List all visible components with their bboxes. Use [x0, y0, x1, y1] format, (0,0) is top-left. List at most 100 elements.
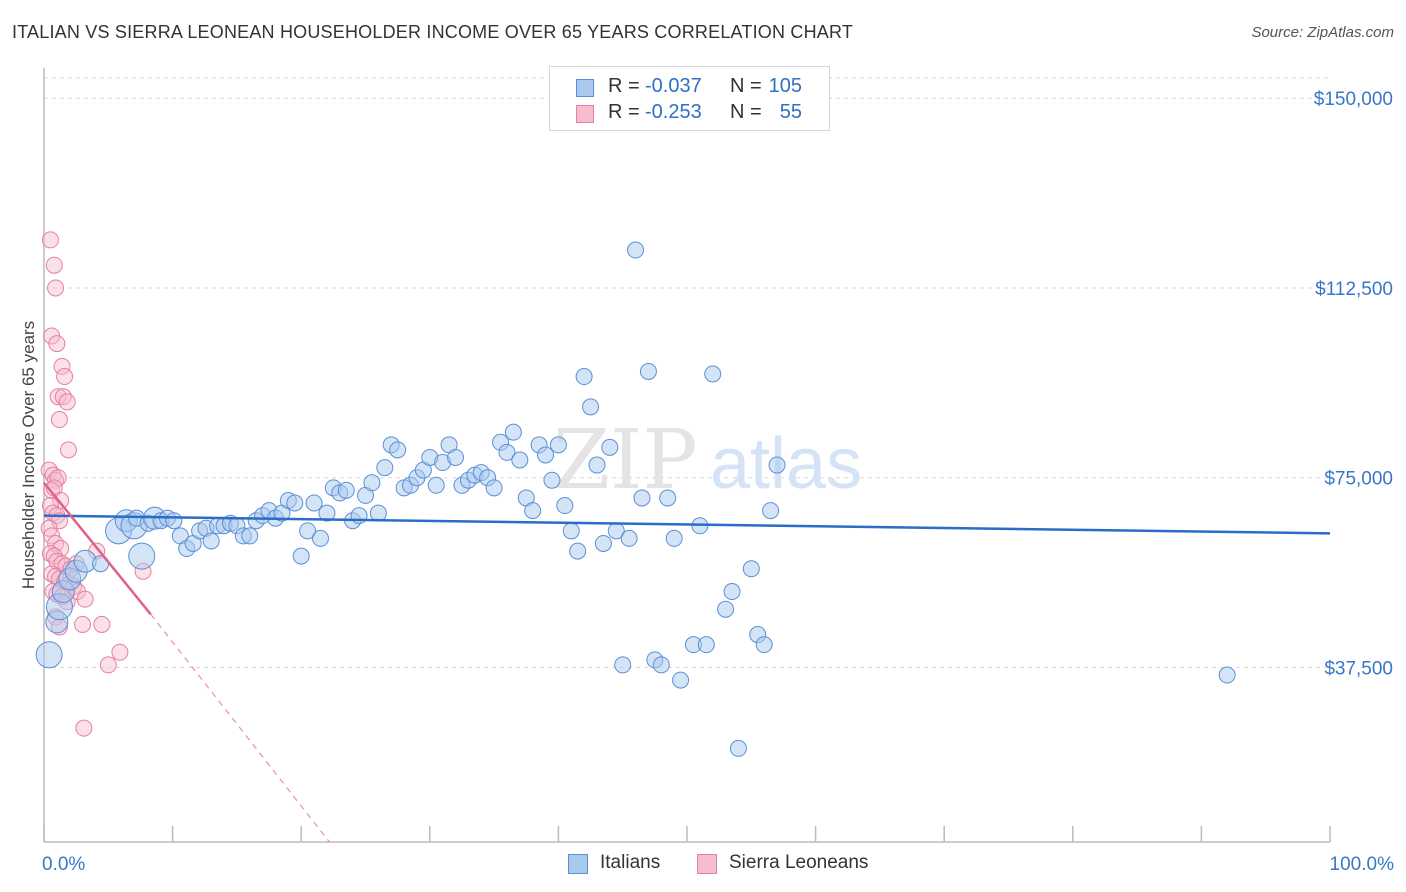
x-tick-label-right: 100.0%	[1330, 854, 1395, 875]
italians-point	[318, 504, 336, 522]
y-axis-label: Householder Income Over 65 years	[19, 321, 38, 589]
italians-swatch	[576, 79, 594, 97]
r-value: -0.037	[645, 75, 702, 97]
italians-point	[311, 529, 329, 547]
trend-lines	[43, 481, 1331, 843]
sierra-point	[47, 279, 65, 297]
italians-point	[337, 481, 355, 499]
italians-point	[762, 502, 780, 520]
italians-point	[549, 436, 567, 454]
italians-point	[768, 456, 786, 474]
sierra-point	[41, 231, 59, 249]
italians-legend-label: Italians	[600, 852, 661, 873]
italians-point	[742, 560, 760, 578]
italians-point	[620, 529, 638, 547]
sierra-point	[48, 335, 66, 353]
y-tick-label: $112,500	[1315, 279, 1393, 300]
italians-point	[723, 583, 741, 601]
italians-point	[524, 502, 542, 520]
italians-points	[35, 241, 1236, 757]
n-value: 105	[768, 75, 802, 97]
italians-point	[202, 532, 220, 550]
sierra-legend-swatch	[697, 854, 717, 874]
r-label: R =	[608, 75, 640, 97]
n-value: 55	[779, 101, 802, 123]
italians-point	[717, 600, 735, 618]
sierra-trend-line	[43, 481, 152, 616]
italians-point	[498, 443, 516, 461]
italians-point	[672, 671, 690, 689]
italians-point	[588, 456, 606, 474]
corr-row-italians: R = -0.037 N = 105	[550, 75, 829, 101]
italians-point	[165, 512, 183, 530]
italians-point	[575, 368, 593, 386]
sierra-point	[43, 527, 61, 545]
italians-point	[652, 656, 670, 674]
y-tick-label: $75,000	[1324, 469, 1393, 490]
italians-point	[633, 489, 651, 507]
watermark-atlas: atlas	[710, 424, 862, 504]
grid-lines	[44, 77, 1330, 668]
italians-point	[292, 547, 310, 565]
sierra-point	[50, 411, 68, 429]
sierra-swatch	[576, 105, 594, 123]
italians-point	[241, 527, 259, 545]
tick-labels: $37,500 $75,000 $112,500 $150,000 0.0% 100.0%	[42, 89, 1394, 875]
sierra-point	[99, 656, 117, 674]
italians-point	[659, 489, 677, 507]
sierra-point	[111, 643, 129, 661]
sierra-point	[49, 388, 67, 406]
italians-point	[556, 497, 574, 515]
sierra-point	[47, 534, 65, 552]
sierra-point	[56, 368, 74, 386]
italians-point	[511, 451, 529, 469]
sierra-point	[53, 357, 71, 375]
italians-trend-line	[43, 514, 1331, 535]
italians-point	[389, 441, 407, 459]
italians-point	[639, 362, 657, 380]
italians-point	[562, 522, 580, 540]
italians-point	[485, 479, 503, 497]
y-tick-label: $150,000	[1314, 89, 1393, 110]
italians-point	[299, 522, 317, 540]
sierra-trend-extension	[150, 613, 330, 843]
r-label: R =	[608, 101, 640, 123]
sierra-legend-label: Sierra Leoneans	[729, 852, 869, 873]
n-label: N =	[730, 75, 762, 97]
italians-point	[447, 448, 465, 466]
watermark: ZIP atlas	[553, 413, 862, 508]
italians-point	[582, 398, 600, 416]
sierra-point	[76, 590, 94, 608]
chart-title: ITALIAN VS SIERRA LEONEAN HOUSEHOLDER IN…	[12, 22, 854, 42]
italians-point	[543, 471, 561, 489]
italians-legend-swatch	[568, 854, 588, 874]
italians-point	[369, 504, 387, 522]
correlation-legend-box: R = -0.037 N = 105 R = -0.253 N = 55	[549, 66, 830, 131]
italians-point	[427, 476, 445, 494]
italians-point	[704, 365, 722, 383]
sierra-point	[75, 719, 93, 737]
italians-point	[286, 494, 304, 512]
italians-point	[594, 534, 612, 552]
italians-point	[697, 636, 715, 654]
italians-point	[729, 739, 747, 757]
chart-source: Source: ZipAtlas.com	[1251, 24, 1394, 41]
corr-row-sierra: R = -0.253 N = 55	[550, 101, 829, 127]
y-tick-label: $37,500	[1324, 658, 1393, 679]
italians-point	[305, 494, 323, 512]
n-label: N =	[730, 101, 762, 123]
sierra-point	[59, 441, 77, 459]
italians-point	[665, 529, 683, 547]
italians-point	[376, 459, 394, 477]
italians-point	[128, 542, 156, 570]
italians-point	[627, 241, 645, 259]
italians-point	[569, 542, 587, 560]
sierra-point	[74, 615, 92, 633]
italians-point	[755, 636, 773, 654]
italians-point	[35, 641, 63, 669]
italians-point	[601, 438, 619, 456]
italians-point	[614, 656, 632, 674]
x-tick-label-left: 0.0%	[42, 854, 85, 875]
italians-point	[363, 474, 381, 492]
